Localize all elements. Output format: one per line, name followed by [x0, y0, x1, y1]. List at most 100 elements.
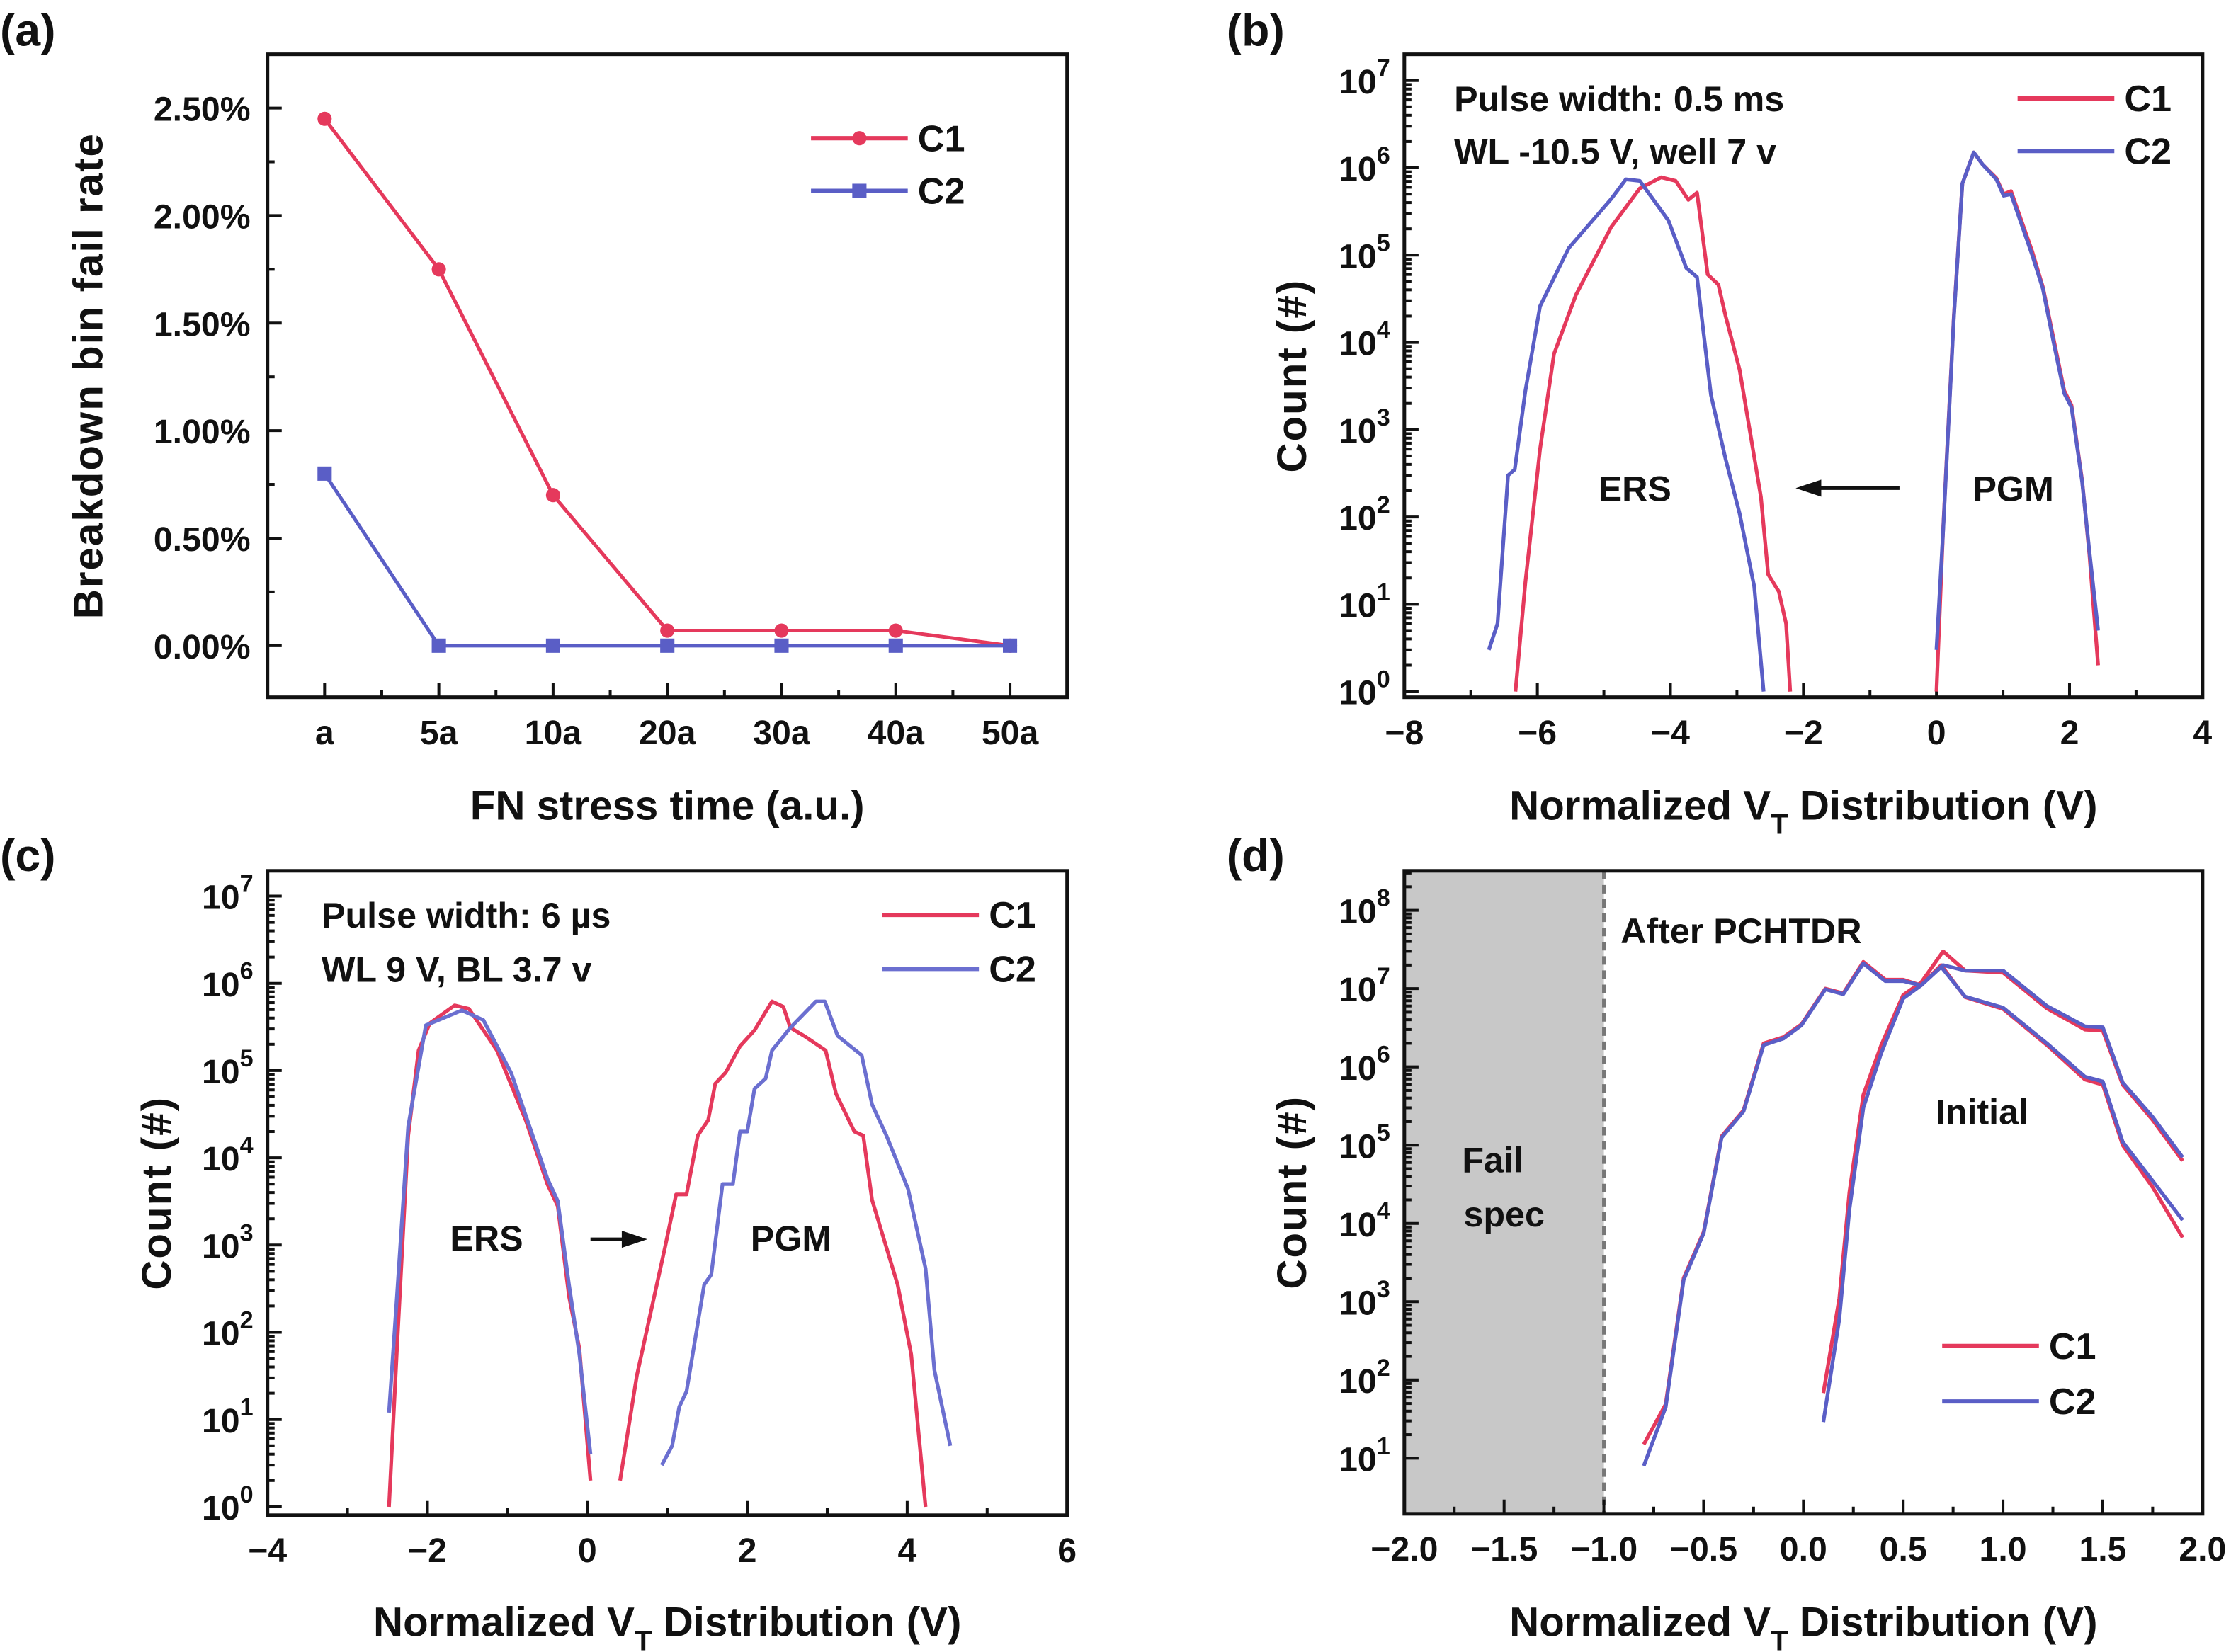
legend-label: C1 — [918, 118, 965, 159]
y-tick-exponent: 2 — [240, 1306, 254, 1333]
y-tick-label: 106 — [1339, 142, 1390, 188]
x-axis-title-text: Normalized V — [373, 1600, 635, 1646]
y-tick-exponent: 3 — [1377, 404, 1390, 431]
x-tick-label: 0 — [1927, 714, 1946, 752]
data-point-C1 — [545, 488, 560, 503]
data-point-C2 — [888, 638, 903, 653]
y-tick-exponent: 3 — [240, 1219, 254, 1246]
series-C1 — [1514, 150, 2100, 692]
y-tick-exponent: 1 — [240, 1394, 254, 1421]
annotation: Initial — [1936, 1092, 2028, 1132]
x-tick-label: −2 — [408, 1532, 447, 1570]
y-tick-label: 100 — [1339, 666, 1390, 712]
y-tick-label: 103 — [202, 1219, 254, 1265]
data-point-C2 — [774, 638, 789, 653]
x-tick-label: 6 — [1057, 1532, 1077, 1570]
x-tick-label: 4 — [2193, 714, 2212, 752]
x-tick-label: 40a — [868, 714, 926, 752]
y-tick-base: 10 — [1339, 971, 1377, 1009]
y-tick-label: 105 — [1339, 1120, 1390, 1166]
series-C2 — [387, 999, 953, 1466]
series-layer — [1487, 150, 2100, 692]
y-tick-label: 103 — [1339, 1276, 1390, 1322]
y-tick-base: 10 — [1339, 63, 1377, 101]
y-tick-label: 104 — [1339, 317, 1390, 363]
panel-label: (c) — [0, 830, 56, 881]
y-tick-base: 10 — [1339, 325, 1377, 363]
legend-label: C1 — [2049, 1326, 2096, 1367]
series-line-C2 — [323, 472, 1011, 648]
y-tick-exponent: 6 — [240, 958, 254, 985]
y-tick-label: 107 — [1339, 55, 1390, 101]
legend-label: C2 — [2124, 131, 2172, 172]
data-point-C2 — [660, 638, 675, 653]
y-tick-label: 105 — [1339, 229, 1390, 275]
y-tick-label: 108 — [1339, 885, 1390, 931]
y-tick-base: 10 — [1339, 1362, 1377, 1401]
panel-label: (a) — [0, 5, 56, 56]
data-point-C1 — [660, 623, 675, 638]
panel-b: (b)−8 −6 −4 −2 0 2 4100101102103104105106107No… — [1227, 5, 2213, 841]
series-curve-C2 — [1642, 961, 2184, 1467]
y-tick-base: 10 — [202, 1402, 240, 1440]
x-tick-label: −0.5 — [1670, 1530, 1737, 1568]
y-tick-base: 10 — [202, 966, 240, 1004]
annotation: WL 9 V, BL 3.7 v — [322, 950, 592, 989]
x-tick-label: 0 — [578, 1532, 597, 1570]
series-curve-C2 — [1821, 963, 2184, 1423]
y-tick-base: 10 — [1339, 499, 1377, 537]
series-C2 — [1487, 150, 2100, 692]
series-layer — [317, 111, 1018, 653]
y-tick-label: 102 — [1339, 1355, 1390, 1401]
y-tick-label: 102 — [202, 1306, 254, 1352]
y-tick-exponent: 6 — [1377, 142, 1390, 169]
arrow-head — [621, 1231, 648, 1248]
x-tick-label: 50a — [982, 714, 1040, 752]
x-tick-label: −4 — [248, 1532, 287, 1570]
y-tick-exponent: 7 — [240, 870, 254, 897]
data-point-C1 — [774, 623, 789, 638]
x-tick-label: 1.5 — [2079, 1530, 2126, 1568]
y-tick-exponent: 4 — [1377, 317, 1390, 344]
series-curve-C1 — [618, 999, 928, 1508]
annotation: ERS — [450, 1219, 523, 1258]
annotation: PGM — [751, 1219, 831, 1258]
data-point-C1 — [431, 262, 446, 277]
data-point-C2 — [1003, 638, 1018, 653]
y-axis-title: Count (#) — [134, 1096, 180, 1290]
legend-label: C2 — [918, 171, 965, 212]
series-C1 — [1642, 949, 2184, 1446]
panel-c: (c)−4 −2 0 2 4 6100101102103104105106107Norma… — [0, 830, 1077, 1652]
x-tick-label: 1.0 — [1980, 1530, 2027, 1568]
series-C2 — [317, 466, 1018, 653]
legend-label: C1 — [2124, 79, 2172, 120]
y-tick-base: 10 — [1339, 1206, 1377, 1244]
annotation: WL -10.5 V, well 7 v — [1454, 132, 1776, 171]
y-tick-base: 10 — [1339, 237, 1377, 275]
y-tick-base: 10 — [1339, 150, 1377, 188]
fail-spec-region — [1404, 870, 1604, 1514]
y-tick-label: 101 — [1339, 1432, 1390, 1479]
y-tick-label: 0.50% — [154, 520, 251, 559]
y-tick-base: 10 — [1339, 1284, 1377, 1322]
y-tick-exponent: 7 — [1377, 55, 1390, 82]
x-tick-label: −1.0 — [1570, 1530, 1637, 1568]
x-tick-label: 20a — [639, 714, 697, 752]
legend-marker — [852, 183, 867, 198]
y-tick-exponent: 7 — [1377, 963, 1390, 990]
y-tick-exponent: 2 — [1377, 1355, 1390, 1382]
x-axis-title: Normalized VT Distribution (V) — [1509, 1600, 2097, 1652]
y-tick-label: 1.50% — [154, 305, 251, 343]
y-tick-base: 10 — [202, 1053, 240, 1091]
data-point-C1 — [317, 111, 332, 126]
y-tick-label: 100 — [202, 1481, 254, 1527]
x-tick-label: 2 — [2060, 714, 2079, 752]
x-tick-label: −4 — [1651, 714, 1690, 752]
x-tick-label: 0.0 — [1780, 1530, 1827, 1568]
y-tick-label: 106 — [1339, 1042, 1390, 1088]
series-curve-C2 — [387, 1008, 593, 1454]
series-line-C1 — [323, 118, 1011, 648]
y-tick-exponent: 8 — [1377, 885, 1390, 912]
panel-d: (d) Fail spec −2.0 −1.5 −1.0 −0.5 0.0 0.5 1.0 1.5 2… — [1227, 830, 2227, 1652]
